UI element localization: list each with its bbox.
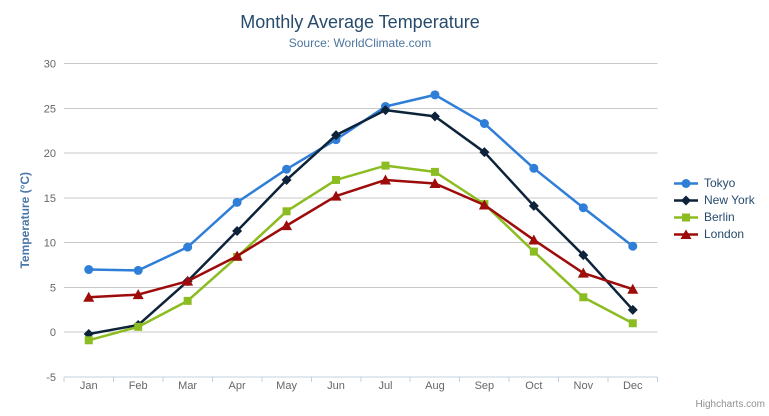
data-point-tokyo-Oct[interactable]	[529, 163, 539, 173]
chart-context-menu-button[interactable]	[733, 21, 753, 35]
data-point-tokyo-Mar[interactable]	[183, 242, 193, 252]
data-point-london-Jun[interactable]	[330, 190, 342, 201]
legend-marker-diamond-icon	[674, 195, 698, 206]
data-point-new-york-Sep[interactable]	[479, 147, 490, 158]
data-point-new-york-Apr[interactable]	[232, 225, 243, 236]
x-axis-tick-label: Mar	[178, 380, 197, 392]
data-point-tokyo-May[interactable]	[282, 164, 292, 174]
data-point-new-york-Oct[interactable]	[528, 200, 539, 211]
data-point-london-Jan[interactable]	[83, 291, 95, 302]
data-point-london-Nov[interactable]	[577, 267, 589, 278]
y-axis-tick-label: -5	[46, 372, 56, 384]
data-point-berlin-Jun[interactable]	[332, 175, 341, 184]
x-axis-tick-label: Apr	[229, 380, 246, 392]
data-point-tokyo-Jan[interactable]	[84, 265, 94, 275]
data-point-new-york-Dec[interactable]	[627, 304, 638, 315]
y-axis-tick-label: 0	[50, 327, 56, 339]
x-axis-tick-label: Feb	[129, 380, 148, 392]
x-axis-tick-label: Aug	[425, 380, 445, 392]
legend-item-label: London	[704, 227, 745, 241]
data-point-berlin-Nov[interactable]	[579, 293, 588, 302]
data-point-berlin-Jan[interactable]	[84, 336, 93, 345]
data-point-london-Sep[interactable]	[478, 199, 490, 210]
series-line-london	[87, 178, 635, 299]
chart-title: Monthly Average Temperature	[240, 12, 480, 32]
data-point-tokyo-Apr[interactable]	[232, 197, 242, 207]
y-axis-title: Temperature (°C)	[18, 172, 32, 269]
data-point-tokyo-Nov[interactable]	[578, 203, 588, 213]
data-point-berlin-May[interactable]	[282, 207, 291, 216]
y-axis-tick-label: 5	[50, 282, 56, 294]
y-axis-tick-label: 15	[44, 193, 56, 205]
data-point-london-Mar[interactable]	[182, 275, 194, 286]
data-point-london-Jul[interactable]	[379, 174, 391, 185]
data-point-berlin-Jul[interactable]	[381, 161, 390, 170]
highcharts-credit-link[interactable]: Highcharts.com	[695, 399, 765, 410]
legend-item-label: New York	[704, 193, 755, 207]
series-line-berlin	[87, 164, 635, 342]
data-point-tokyo-Feb[interactable]	[133, 265, 143, 275]
data-point-london-Oct[interactable]	[528, 234, 540, 245]
x-axis-tick-label: Jul	[378, 380, 392, 392]
data-point-berlin-Oct[interactable]	[529, 247, 538, 256]
data-point-new-york-Nov[interactable]	[578, 250, 589, 261]
x-axis-tick-label: Oct	[525, 380, 542, 392]
legend-item-tokyo[interactable]: Tokyo	[673, 177, 755, 190]
chart-subtitle: Source: WorldClimate.com	[288, 36, 432, 50]
x-axis-tick-label: Sep	[475, 380, 495, 392]
series-line-new-york	[87, 108, 635, 336]
data-point-berlin-Dec[interactable]	[628, 319, 637, 328]
data-point-tokyo-Dec[interactable]	[628, 241, 638, 251]
data-point-berlin-Aug[interactable]	[430, 167, 439, 176]
legend-item-new-york[interactable]: New York	[673, 194, 755, 207]
x-axis-tick-label: Nov	[574, 380, 594, 392]
y-axis-tick-label: 20	[44, 148, 56, 160]
data-point-london-May[interactable]	[281, 220, 293, 231]
legend-item-label: Berlin	[704, 210, 735, 224]
legend-marker-square-icon	[674, 213, 698, 222]
data-point-berlin-Feb[interactable]	[134, 322, 143, 331]
x-axis-tick-label: Jan	[80, 380, 98, 392]
x-axis-tick-label: Dec	[623, 380, 643, 392]
y-axis-tick-label: 25	[44, 103, 56, 115]
data-point-tokyo-Aug[interactable]	[430, 90, 440, 100]
x-axis-tick-label: Jun	[327, 380, 345, 392]
data-point-new-york-Jun[interactable]	[331, 130, 342, 141]
data-point-tokyo-Sep[interactable]	[479, 119, 489, 129]
y-axis-tick-label: 10	[44, 238, 56, 250]
legend-marker-circle-icon	[674, 179, 698, 188]
x-axis-tick-label: May	[276, 380, 297, 392]
data-point-new-york-May[interactable]	[281, 174, 292, 185]
legend-item-london[interactable]: London	[673, 228, 755, 241]
data-point-new-york-Aug[interactable]	[429, 111, 440, 122]
data-point-london-Feb[interactable]	[132, 289, 144, 300]
legend-item-label: Tokyo	[704, 176, 736, 190]
legend-item-berlin[interactable]: Berlin	[673, 211, 755, 224]
data-point-london-Apr[interactable]	[231, 250, 243, 261]
data-point-london-Aug[interactable]	[429, 178, 441, 189]
legend-marker-triangle-icon	[674, 229, 698, 239]
series-line-tokyo	[87, 93, 635, 272]
chart-legend: Tokyo New York Berlin London	[673, 177, 755, 245]
data-point-london-Dec[interactable]	[627, 283, 639, 294]
y-axis-tick-label: 30	[44, 59, 56, 71]
data-point-berlin-Mar[interactable]	[183, 296, 192, 305]
data-point-new-york-Jul[interactable]	[380, 105, 391, 116]
